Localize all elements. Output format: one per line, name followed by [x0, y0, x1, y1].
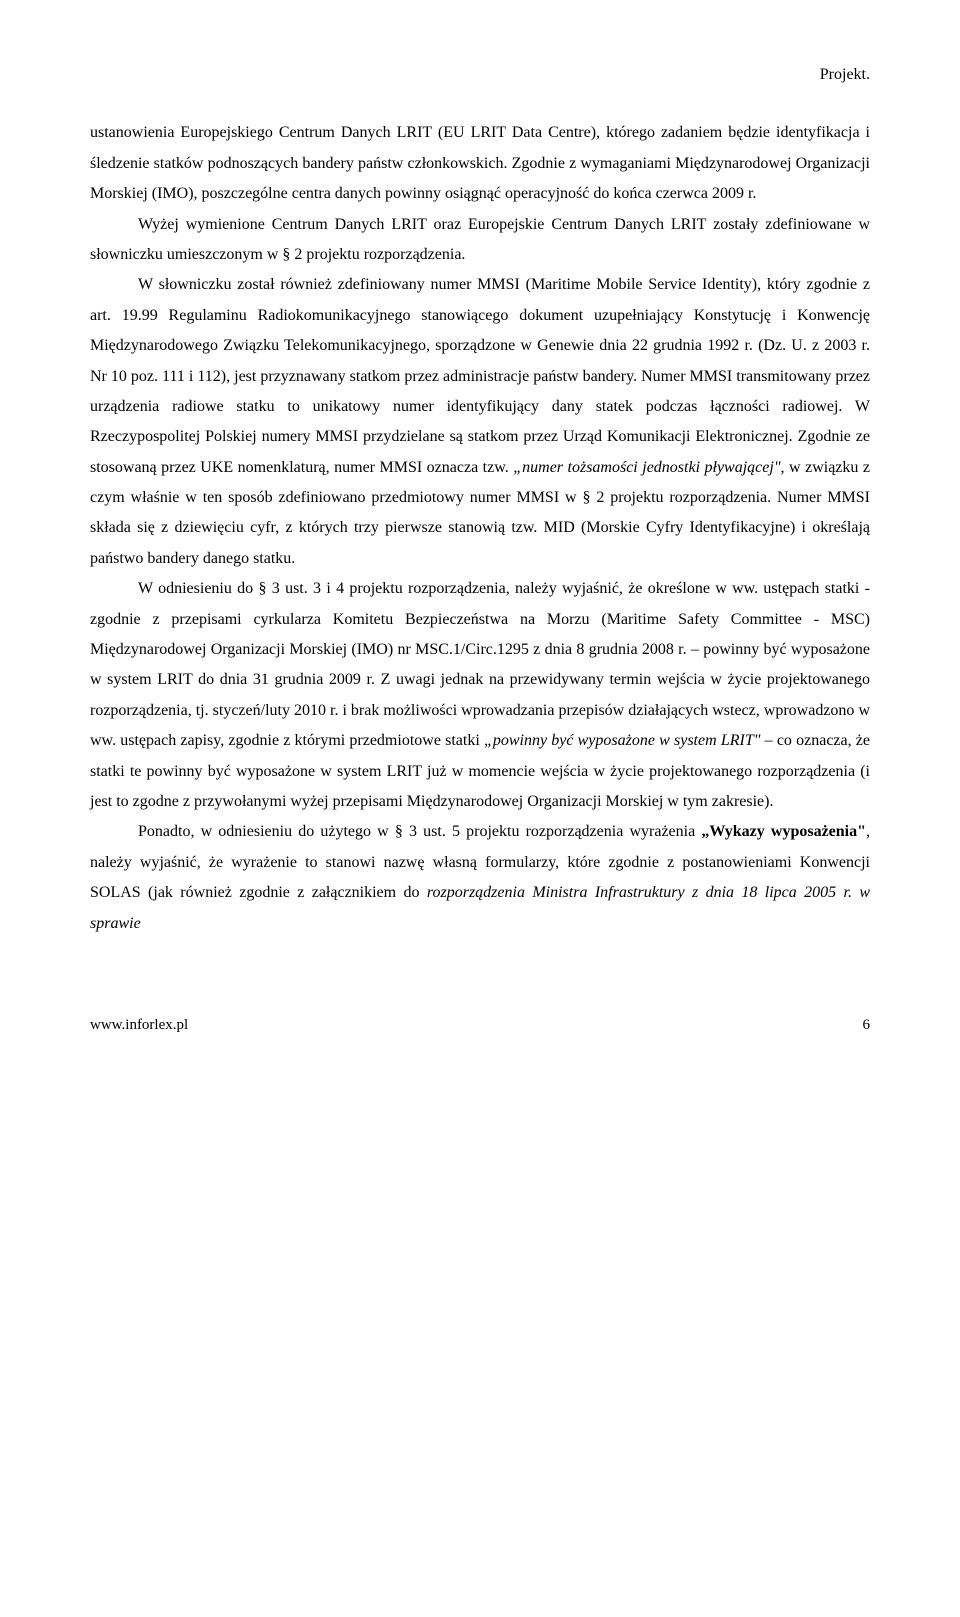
p2-text: Wyżej wymienione Centrum Danych LRIT ora… — [90, 216, 870, 263]
p5-bold: „Wykazy wyposażenia" — [701, 823, 866, 840]
paragraph-2: Wyżej wymienione Centrum Danych LRIT ora… — [90, 210, 870, 271]
footer-page-number: 6 — [863, 1011, 871, 1040]
p4-italic-1: „powinny być wyposażone w system LRIT" — [484, 732, 761, 749]
paragraph-4: W odniesieniu do § 3 ust. 3 i 4 projektu… — [90, 574, 870, 817]
p4-text-a: W odniesieniu do § 3 ust. 3 i 4 projektu… — [90, 580, 870, 749]
p3-text-a: W słowniczku został również zdefiniowany… — [90, 276, 870, 475]
paragraph-3: W słowniczku został również zdefiniowany… — [90, 270, 870, 574]
paragraph-1: ustanowienia Europejskiego Centrum Danyc… — [90, 118, 870, 209]
header-project-label: Projekt. — [90, 60, 870, 90]
paragraph-5: Ponadto, w odniesieniu do użytego w § 3 … — [90, 817, 870, 939]
footer-url: www.inforlex.pl — [90, 1011, 188, 1040]
p5-text-a: Ponadto, w odniesieniu do użytego w § 3 … — [138, 823, 701, 840]
p1-text: ustanowienia Europejskiego Centrum Danyc… — [90, 124, 870, 202]
p3-italic-1: „numer tożsamości jednostki pływającej" — [513, 459, 780, 476]
footer: www.inforlex.pl 6 — [90, 1011, 870, 1040]
